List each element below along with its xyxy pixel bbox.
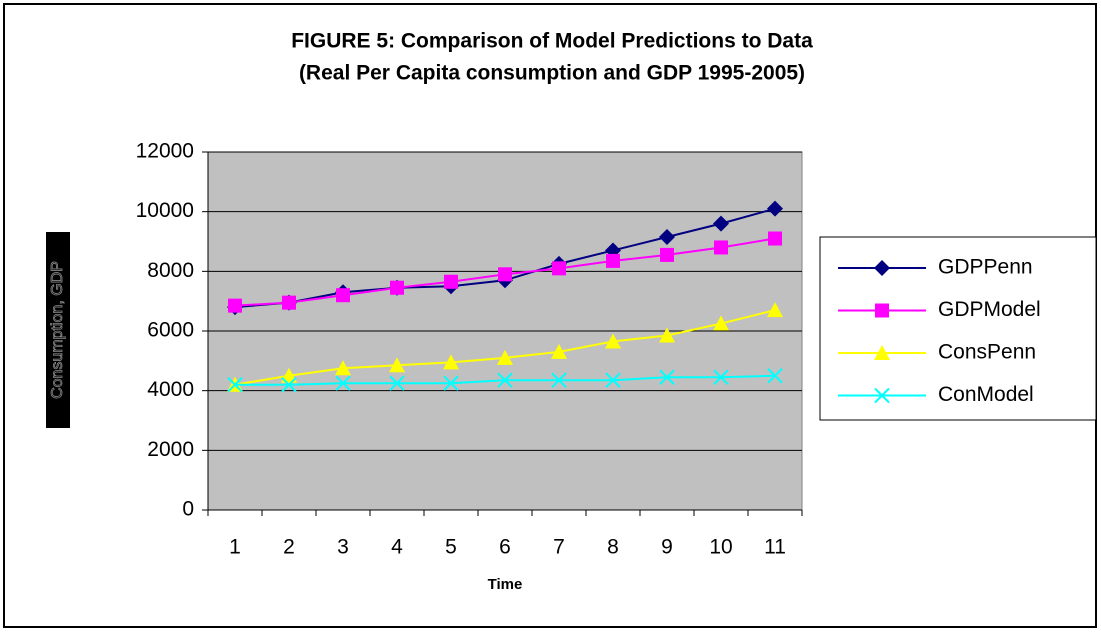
data-point	[551, 343, 567, 359]
x-tick-label: 9	[661, 536, 673, 559]
x-tick-label: 2	[283, 536, 295, 559]
data-point	[659, 327, 675, 343]
legend-marker	[874, 345, 890, 360]
x-tick-label: 6	[499, 536, 511, 559]
data-point	[498, 267, 512, 282]
data-point	[551, 372, 567, 388]
data-point	[281, 367, 297, 383]
legend-label: ConModel	[938, 383, 1034, 406]
data-point	[660, 247, 674, 262]
data-point	[497, 349, 513, 365]
data-point	[768, 231, 782, 246]
x-tick-label: 11	[764, 536, 786, 559]
data-point	[443, 354, 459, 370]
y-tick-label: 2000	[147, 438, 194, 461]
y-tick-label: 0	[182, 498, 194, 521]
legend-marker	[875, 303, 889, 318]
x-tick-label: 10	[709, 536, 732, 559]
y-tick-label: 8000	[147, 259, 194, 282]
data-point	[389, 375, 405, 391]
data-point	[335, 375, 351, 391]
x-tick-label: 7	[553, 536, 565, 559]
data-point	[605, 372, 621, 388]
legend-label: GDPModel	[938, 298, 1041, 321]
data-point	[767, 368, 783, 384]
y-tick-label: 10000	[136, 199, 194, 222]
data-point	[713, 315, 729, 331]
data-point	[713, 369, 729, 385]
data-point	[281, 376, 297, 393]
data-point	[389, 357, 405, 373]
data-point	[497, 372, 513, 388]
x-axis-label: Time	[488, 576, 523, 593]
y-tick-label: 12000	[136, 140, 194, 163]
data-point	[659, 369, 675, 385]
y-axis-label: Consumption, GDP	[49, 261, 66, 399]
data-point	[336, 288, 350, 303]
x-tick-label: 4	[391, 536, 403, 559]
y-tick-label: 6000	[147, 319, 194, 342]
data-point	[335, 360, 351, 376]
chart-subtitle: (Real Per Capita consumption and GDP 199…	[299, 62, 805, 85]
data-point	[713, 215, 729, 232]
data-point	[605, 333, 621, 349]
x-tick-label: 8	[607, 536, 619, 559]
legend-label: ConsPenn	[938, 341, 1036, 364]
chart-title: FIGURE 5: Comparison of Model Prediction…	[291, 30, 813, 53]
legend-marker	[874, 260, 890, 276]
data-point	[444, 274, 458, 289]
x-tick-label: 5	[445, 536, 457, 559]
data-point	[605, 242, 621, 259]
data-point	[552, 261, 566, 276]
x-tick-label: 3	[337, 536, 349, 559]
data-point	[390, 280, 404, 295]
data-point	[767, 302, 783, 318]
y-axis-label-box	[46, 232, 70, 428]
data-point	[227, 376, 243, 393]
data-point	[659, 229, 675, 246]
y-tick-label: 4000	[147, 378, 194, 401]
data-point	[714, 240, 728, 255]
data-point	[282, 295, 296, 310]
data-point	[443, 375, 459, 391]
x-tick-label: 1	[229, 536, 241, 559]
data-point	[606, 253, 620, 268]
legend-label: GDPPenn	[938, 256, 1033, 279]
data-point	[228, 298, 242, 313]
data-point	[767, 200, 783, 217]
legend-marker	[874, 387, 890, 404]
